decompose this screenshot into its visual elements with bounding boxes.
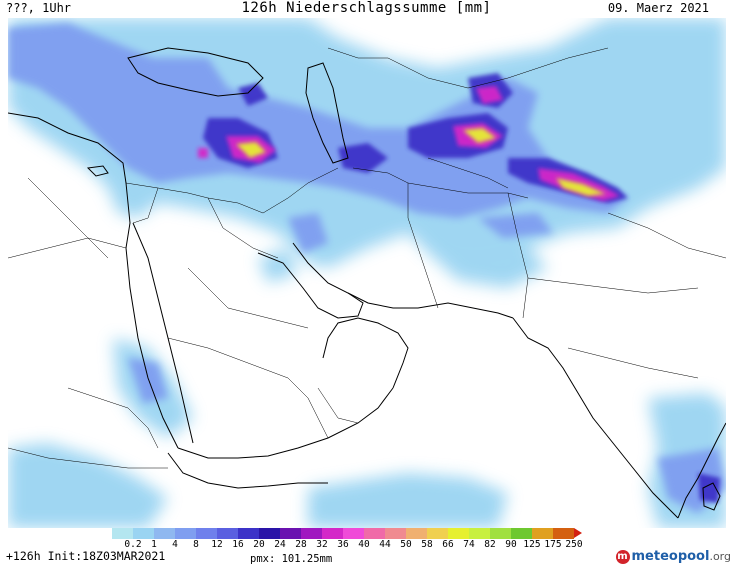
legend-swatch xyxy=(154,528,175,539)
legend-label: 36 xyxy=(337,539,349,550)
legend-swatch xyxy=(553,528,574,539)
legend-label: 50 xyxy=(400,539,412,550)
legend-swatch xyxy=(427,528,448,539)
legend-label: 1 xyxy=(151,539,157,550)
legend-color-bar xyxy=(112,528,652,539)
legend-label: 24 xyxy=(274,539,286,550)
legend-swatch xyxy=(112,528,133,539)
precipitation-legend: 0.2 1 4 8 12 16 20 24 28 32 36 40 44 50 58 66 74 82 90 125 1… xyxy=(112,528,652,551)
legend-swatch xyxy=(511,528,532,539)
pmx-value: pmx: 101.25mm xyxy=(250,553,333,565)
legend-swatch xyxy=(133,528,154,539)
legend-swatch xyxy=(490,528,511,539)
header-weekday-hour: ???, 1Uhr xyxy=(6,1,72,15)
precipitation-field xyxy=(8,18,726,528)
legend-swatch xyxy=(406,528,427,539)
logo-name: meteopool xyxy=(631,549,710,564)
legend-label: 0.2 xyxy=(124,539,142,550)
legend-label: 250 xyxy=(565,539,583,550)
legend-label: 32 xyxy=(316,539,328,550)
legend-label: 44 xyxy=(379,539,391,550)
legend-swatch xyxy=(196,528,217,539)
legend-label: 20 xyxy=(253,539,265,550)
legend-swatch xyxy=(301,528,322,539)
legend-arrow-tip xyxy=(574,528,582,538)
legend-swatch xyxy=(238,528,259,539)
legend-labels: 0.2 1 4 8 12 16 20 24 28 32 36 40 44 50 58 66 74 82 90 125 1… xyxy=(112,539,652,551)
legend-swatch xyxy=(448,528,469,539)
legend-swatch xyxy=(280,528,301,539)
map-canvas xyxy=(8,18,726,528)
legend-label: 16 xyxy=(232,539,244,550)
legend-label: 40 xyxy=(358,539,370,550)
legend-label: 74 xyxy=(463,539,475,550)
legend-label: 58 xyxy=(421,539,433,550)
legend-swatch xyxy=(322,528,343,539)
legend-label: 12 xyxy=(211,539,223,550)
header-date: 09. Maerz 2021 xyxy=(607,1,709,15)
legend-label: 4 xyxy=(172,539,178,550)
coastlines-borders xyxy=(8,47,726,519)
precipitation-map xyxy=(8,18,726,528)
legend-swatch xyxy=(259,528,280,539)
legend-label: 175 xyxy=(544,539,562,550)
meteopool-logo-icon: m xyxy=(615,549,630,564)
legend-label: 90 xyxy=(505,539,517,550)
legend-swatch xyxy=(532,528,553,539)
legend-label: 8 xyxy=(193,539,199,550)
init-info: +126h Init:18Z03MAR2021 xyxy=(6,549,165,563)
legend-label: 28 xyxy=(295,539,307,550)
legend-swatch xyxy=(217,528,238,539)
legend-swatch xyxy=(175,528,196,539)
legend-label: 82 xyxy=(484,539,496,550)
legend-label: 66 xyxy=(442,539,454,550)
legend-swatch xyxy=(385,528,406,539)
legend-swatch xyxy=(343,528,364,539)
country-borders xyxy=(8,47,726,469)
map-title: 126h Niederschlagssumme [mm] xyxy=(241,0,492,16)
meteopool-logo[interactable]: m meteopool .org xyxy=(615,549,731,564)
logo-suffix: .org xyxy=(709,550,731,563)
init-time: Init:18Z03MAR2021 xyxy=(47,549,166,563)
legend-swatch xyxy=(364,528,385,539)
legend-swatch xyxy=(469,528,490,539)
legend-label: 125 xyxy=(523,539,541,550)
lead-time: +126h xyxy=(6,549,41,563)
